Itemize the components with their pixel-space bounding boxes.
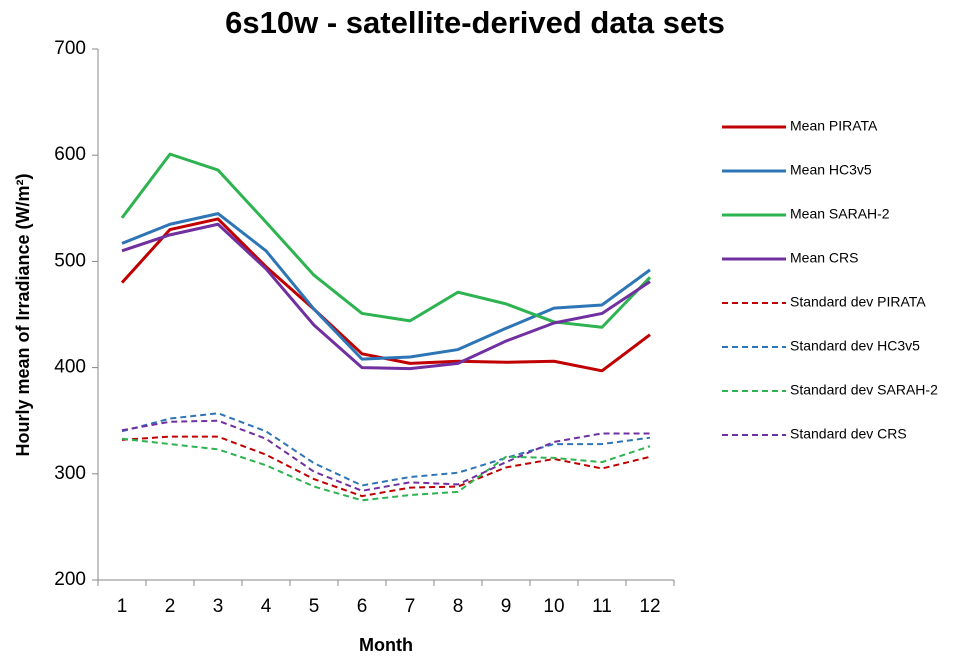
legend-label: Mean CRS bbox=[790, 250, 858, 266]
chart-title: 6s10w - satellite-derived data sets bbox=[225, 5, 725, 40]
line bbox=[121, 212, 651, 361]
x-tick-label: 10 bbox=[543, 596, 564, 617]
x-tick-label: 3 bbox=[213, 596, 224, 617]
y-axis-label: Hourly mean of Irradiance (W/m²) bbox=[13, 173, 33, 456]
line bbox=[121, 412, 651, 487]
legend-label: Mean SARAH-2 bbox=[790, 206, 890, 222]
x-tick-label: 12 bbox=[639, 596, 660, 617]
x-tick-label: 5 bbox=[309, 596, 320, 617]
x-tick-label: 1 bbox=[117, 596, 128, 617]
legend-label: Standard dev CRS bbox=[790, 426, 907, 442]
line bbox=[121, 222, 651, 371]
x-axis-label: Month bbox=[359, 635, 413, 655]
line bbox=[120, 152, 652, 329]
y-tick-label: 600 bbox=[54, 144, 86, 165]
x-tick-label: 11 bbox=[592, 596, 612, 617]
legend-label: Standard dev SARAH-2 bbox=[790, 382, 938, 398]
line bbox=[121, 437, 651, 502]
x-tick-label: 6 bbox=[357, 596, 368, 617]
x-tick-label: 2 bbox=[165, 596, 176, 617]
legend-label: Mean PIRATA bbox=[790, 118, 878, 134]
x-tick-label: 9 bbox=[501, 596, 512, 617]
legend-label: Mean HC3v5 bbox=[790, 162, 872, 178]
x-tick-label: 8 bbox=[453, 596, 464, 617]
x-tick-label: 7 bbox=[405, 596, 416, 617]
y-tick-label: 300 bbox=[54, 463, 86, 484]
y-tick-label: 200 bbox=[54, 569, 86, 590]
y-tick-label: 500 bbox=[54, 250, 86, 271]
line bbox=[121, 419, 650, 492]
y-tick-label: 700 bbox=[54, 38, 86, 59]
y-tick-label: 400 bbox=[54, 357, 86, 378]
x-tick-label: 4 bbox=[261, 596, 272, 617]
legend-label: Standard dev PIRATA bbox=[790, 294, 926, 310]
legend-label: Standard dev HC3v5 bbox=[790, 338, 920, 354]
line bbox=[120, 217, 651, 373]
